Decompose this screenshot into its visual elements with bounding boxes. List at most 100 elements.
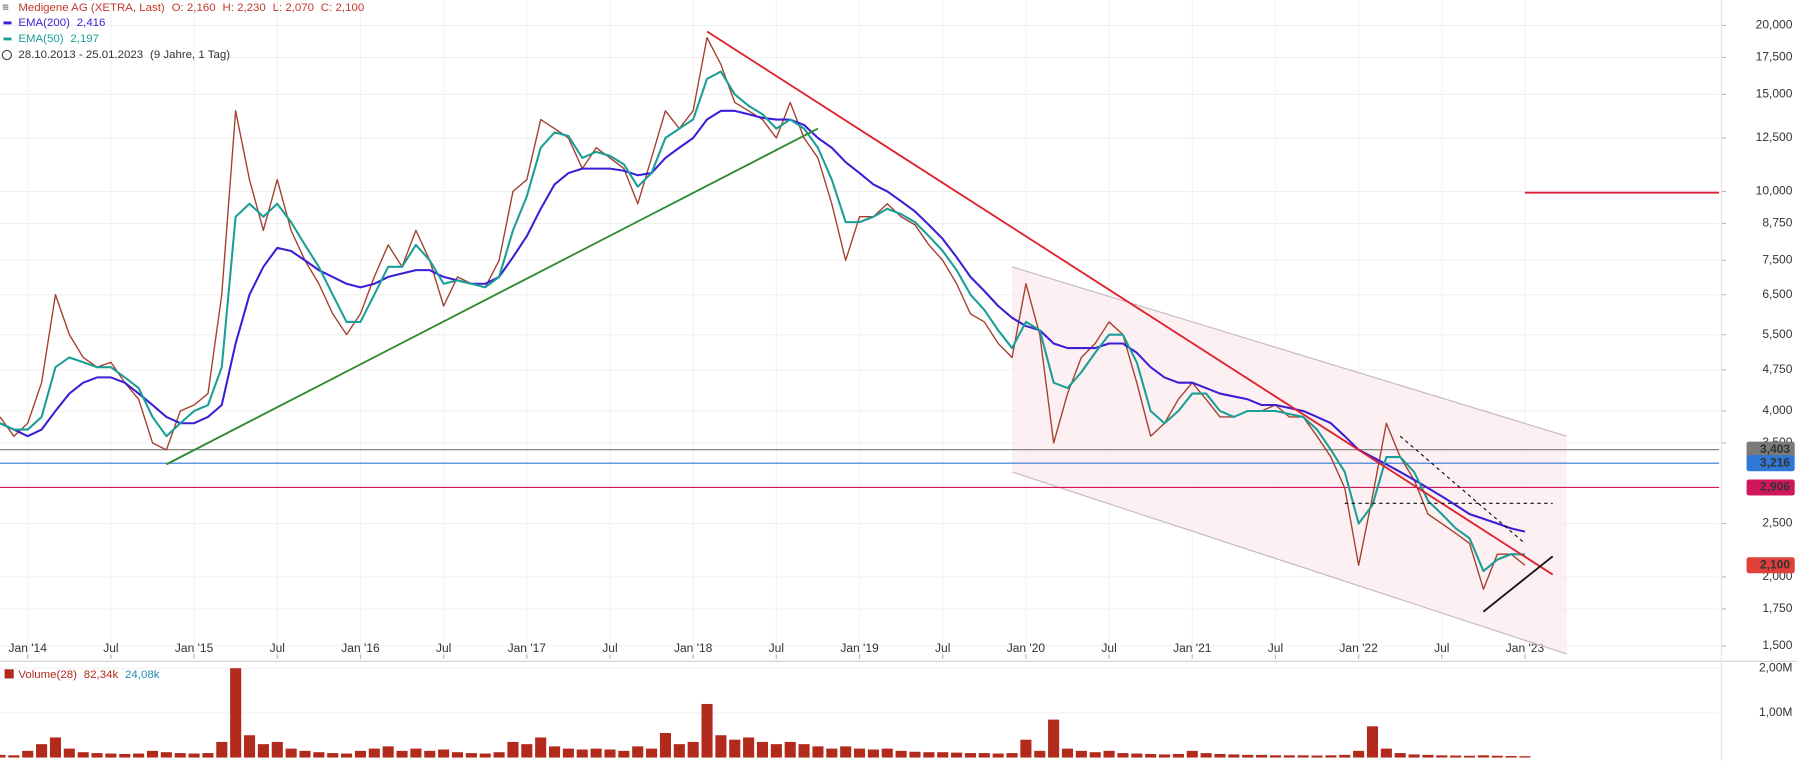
trend-line xyxy=(706,30,1554,576)
trend-line xyxy=(1482,555,1554,613)
y-tick-label: 4,750 xyxy=(1762,362,1792,376)
volume-bar xyxy=(812,746,824,758)
x-tick-label: Jul xyxy=(436,641,451,655)
level-badge xyxy=(1746,557,1795,574)
volume-bar xyxy=(964,753,976,758)
volume-bar xyxy=(618,750,630,758)
x-tick-label: Jul xyxy=(1268,641,1283,655)
volume-bar xyxy=(770,744,782,758)
legend-text: 28.10.2013 - 25.01.2023 xyxy=(18,49,143,61)
legend-text: C: 2,100 xyxy=(321,2,364,14)
volume-bar xyxy=(1103,750,1115,758)
volume-bar xyxy=(1186,750,1198,758)
volume-bar xyxy=(992,753,1004,758)
x-tick-label: Jan '23 xyxy=(1506,641,1545,655)
volume-bar xyxy=(368,748,380,758)
volume-bar xyxy=(1477,755,1489,758)
y-tick-label: 8,750 xyxy=(1762,216,1792,230)
volume-bar xyxy=(1172,753,1184,758)
legend-entry: EMA(200) 2,416 xyxy=(18,17,105,29)
volume-bar xyxy=(1283,755,1295,758)
volume-bar xyxy=(909,751,921,758)
volume-bar xyxy=(1394,753,1406,758)
volume-bar xyxy=(840,746,852,758)
volume-bar xyxy=(8,755,20,758)
volume-bar xyxy=(146,750,159,758)
volume-bar xyxy=(646,748,658,758)
volume-bar xyxy=(1325,755,1337,758)
y-tick-label: 7,500 xyxy=(1762,253,1792,267)
volume-bar xyxy=(535,737,547,758)
volume-bar xyxy=(174,753,186,758)
volume-bar xyxy=(1436,755,1448,758)
y-tick-label: 1,500 xyxy=(1762,638,1792,652)
volume-bar xyxy=(687,741,699,758)
y-tick-label: 12,500 xyxy=(1756,130,1793,144)
volume-bar xyxy=(951,752,963,758)
volume-bar xyxy=(673,744,685,758)
volume-bar xyxy=(341,753,353,758)
volume-bar xyxy=(604,749,616,758)
volume-bar xyxy=(881,748,893,758)
volume-bar xyxy=(133,753,145,758)
series-line xyxy=(0,70,1525,573)
x-tick-label: Jan '16 xyxy=(341,641,380,655)
level-label: 2,906 xyxy=(1760,480,1790,494)
volume-bar xyxy=(1380,748,1392,758)
legend-text: L: 2,070 xyxy=(273,2,314,14)
volume-bar xyxy=(562,748,574,758)
level-badge xyxy=(1746,455,1795,472)
x-tick-label: Jul xyxy=(1434,641,1449,655)
volume-bar xyxy=(978,753,990,758)
volume-bar xyxy=(1048,719,1060,758)
volume-bar xyxy=(424,750,436,758)
level-label: 3,403 xyxy=(1760,442,1790,456)
volume-bar xyxy=(465,753,477,758)
volume-bar xyxy=(756,741,769,758)
volume-bar xyxy=(230,668,242,758)
volume-bar xyxy=(784,741,796,758)
y-tick-label: 5,500 xyxy=(1762,327,1792,341)
volume-bar xyxy=(1491,755,1503,758)
legend-text: Volume(28) xyxy=(18,669,77,681)
legend-entry: EMA(50) 2,197 xyxy=(18,33,99,45)
volume-bar xyxy=(1519,756,1531,758)
x-tick-label: Jul xyxy=(270,641,285,655)
volume-bar xyxy=(1366,726,1379,758)
volume-bar xyxy=(216,741,228,758)
volume-bar xyxy=(1214,753,1226,758)
volume-bar xyxy=(1158,754,1171,758)
volume-bar xyxy=(867,749,879,758)
level-label: 3,216 xyxy=(1760,455,1790,469)
volume-bar xyxy=(1311,755,1323,758)
x-tick-label: Jan '18 xyxy=(674,641,713,655)
trend-line xyxy=(165,127,819,466)
volume-bar xyxy=(826,748,838,758)
volume-bar xyxy=(49,737,61,758)
volume-bar xyxy=(1228,754,1240,758)
legend-text: 82,34k xyxy=(84,669,119,681)
volume-bar xyxy=(1034,750,1046,758)
header-icon: ≡ xyxy=(2,2,9,14)
volume-bar xyxy=(923,752,935,758)
volume-bar xyxy=(1242,754,1254,758)
volume-bar xyxy=(895,750,907,758)
channel-fill xyxy=(1012,266,1567,654)
x-tick-label: Jul xyxy=(935,641,950,655)
volume-bar xyxy=(548,746,561,758)
y-tick-label: 20,000 xyxy=(1756,18,1793,32)
legend-text: EMA(200) xyxy=(18,17,70,29)
level-label: 2,100 xyxy=(1760,557,1790,571)
volume-bar xyxy=(160,752,172,758)
volume-bar xyxy=(63,748,75,758)
date-range: 28.10.2013 - 25.01.2023 (9 Jahre, 1 Tag) xyxy=(18,49,230,61)
volume-bar xyxy=(202,753,214,758)
volume-bar xyxy=(1450,755,1462,758)
header-title: Medigene AG (XETRA, Last) O: 2,160 H: 2,23… xyxy=(18,2,364,14)
legend-text: (9 Jahre, 1 Tag) xyxy=(150,49,230,61)
volume-bar xyxy=(313,752,325,758)
volume-bar xyxy=(1131,753,1143,758)
legend-text: Medigene AG (XETRA, Last) xyxy=(18,2,165,14)
clock-icon xyxy=(1,49,13,61)
